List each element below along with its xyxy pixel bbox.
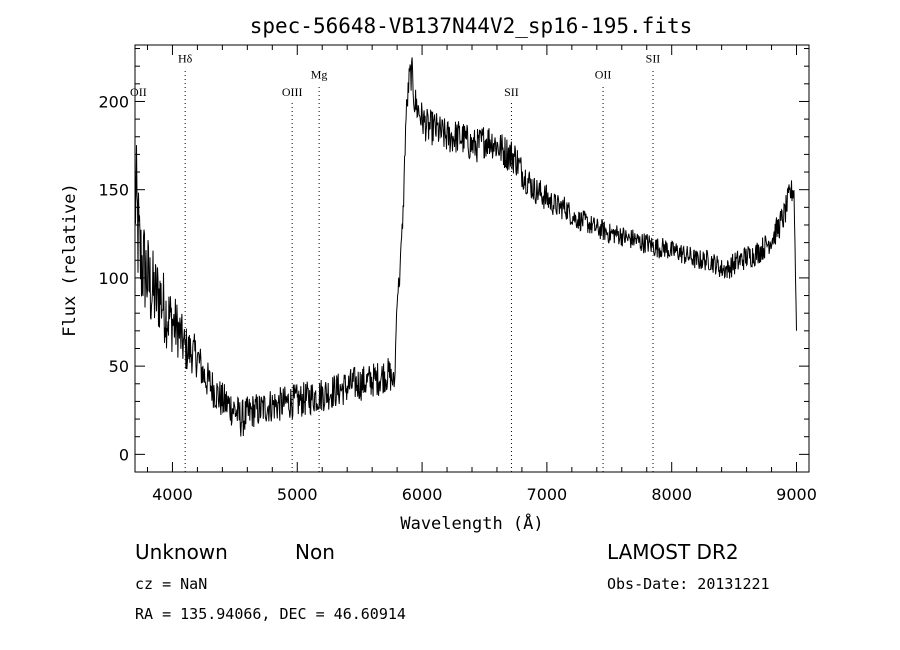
x-tick-label: 4000 <box>152 485 193 504</box>
annotation-labels: OII Hδ OIII Mg SII OII SII <box>130 52 660 100</box>
x-tick-label: 5000 <box>277 485 318 504</box>
x-tick-label: 7000 <box>527 485 568 504</box>
y-tick-label: 200 <box>98 92 129 111</box>
obs-date-label: Obs-Date: 20131221 <box>607 575 770 593</box>
subclass-label: Non <box>295 540 335 564</box>
annotation-label: Mg <box>311 68 328 82</box>
annotation-label: Hδ <box>178 52 193 66</box>
annotation-label: SII <box>646 52 661 66</box>
coordinates-label: RA = 135.94066, DEC = 46.60914 <box>135 605 406 623</box>
class-label: Unknown <box>135 540 228 564</box>
chart-title: spec-56648-VB137N44V2_sp16-195.fits <box>250 14 693 38</box>
x-axis-label: Wavelength (Å) <box>400 512 543 534</box>
y-tick-label: 100 <box>98 269 129 288</box>
x-tick-label: 9000 <box>776 485 817 504</box>
x-axis-ticks <box>146 45 798 472</box>
cz-label: cz = NaN <box>135 575 207 593</box>
y-tick-label: 150 <box>98 181 129 200</box>
y-axis-tick-labels: 0 50 100 150 200 <box>98 92 129 464</box>
y-axis-ticks <box>135 48 809 455</box>
y-tick-label: 0 <box>119 445 129 464</box>
x-axis-tick-labels: 4000 5000 6000 7000 8000 9000 <box>152 485 817 504</box>
y-tick-label: 50 <box>109 357 129 376</box>
spectrum-series-line <box>134 57 797 437</box>
y-axis-label: Flux (relative) <box>60 183 80 337</box>
annotation-label: OII <box>130 85 147 99</box>
x-tick-label: 6000 <box>402 485 443 504</box>
survey-label: LAMOST DR2 <box>607 540 739 564</box>
annotation-label: SII <box>504 85 519 99</box>
annotation-label: OIII <box>282 85 303 99</box>
x-tick-label: 8000 <box>651 485 692 504</box>
annotation-label: OII <box>595 68 612 82</box>
